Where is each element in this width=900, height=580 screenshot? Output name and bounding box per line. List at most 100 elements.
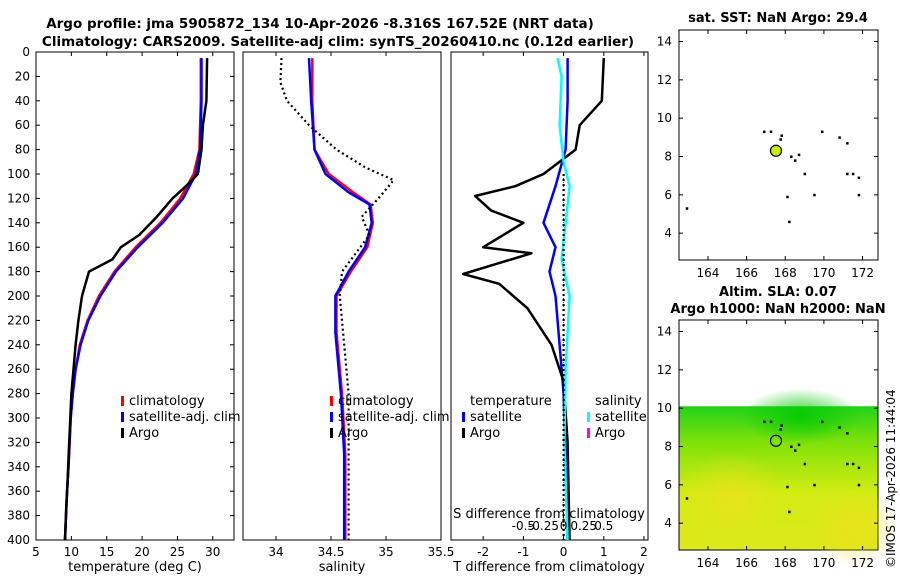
island bbox=[786, 485, 789, 489]
island bbox=[769, 420, 773, 424]
y-tick-label: 20 bbox=[15, 69, 30, 83]
sla-field-low bbox=[676, 451, 787, 542]
difference-axes-box bbox=[450, 51, 649, 541]
x-tick-label: 15 bbox=[99, 545, 114, 559]
legend-swatch-t-satellite bbox=[462, 412, 465, 422]
island bbox=[857, 193, 861, 197]
difference-lines bbox=[461, 57, 606, 541]
legend-label-s-satellite: satellite bbox=[595, 410, 647, 425]
island bbox=[797, 443, 801, 447]
y-tick-label: 120 bbox=[7, 191, 30, 205]
sla-map-x-ticks: 164 166 168 170 172 bbox=[697, 320, 874, 570]
difference-xlabel: T difference from climatology bbox=[452, 560, 645, 575]
temperature-axes-box bbox=[35, 51, 235, 541]
legend-swatch-satellite bbox=[121, 412, 124, 422]
y-tick-label: 40 bbox=[15, 94, 30, 108]
island bbox=[788, 510, 791, 514]
island bbox=[820, 420, 824, 424]
island bbox=[685, 497, 689, 500]
temperature-legend: climatology satellite-adj. clim Argo bbox=[121, 394, 241, 441]
island bbox=[846, 462, 849, 466]
sst-map-panel: sat. SST: NaN Argo: 29.4 164 166 168 170 172… bbox=[657, 11, 879, 280]
legend-swatch-s-argo bbox=[587, 428, 590, 438]
x-tick-label: 34.5 bbox=[318, 545, 345, 559]
temperature-lines bbox=[63, 58, 209, 541]
legend-swatch-climatology bbox=[121, 396, 124, 406]
sla-map-panel: Altim. SLA: 0.07 Argo h1000: NaN h2000: … bbox=[657, 285, 898, 570]
temperature-y-ticks: 0 20 40 60 80 100 120 140 160 180 200 220 240 260 280 3… bbox=[7, 45, 234, 547]
legend-title-temperature: temperature bbox=[470, 394, 552, 409]
x-tick-label: 35.5 bbox=[428, 545, 455, 559]
legend-label-s-argo: Argo bbox=[595, 426, 625, 441]
series-line-t-argo bbox=[461, 58, 606, 541]
sst-map-title: sat. SST: NaN Argo: 29.4 bbox=[688, 11, 868, 26]
legend-label-t-argo: Argo bbox=[470, 426, 500, 441]
y-tick-label: 60 bbox=[15, 118, 30, 132]
sla-map-y-ticks: 4 6 8 10 12 14 bbox=[657, 325, 878, 530]
island bbox=[779, 138, 782, 141]
y-tick-label: 0 bbox=[22, 45, 30, 59]
salinity-panel: 34 34.5 35 35.5 salinity climatology satell… bbox=[242, 51, 454, 575]
island bbox=[790, 155, 793, 158]
salinity-xlabel: salinity bbox=[319, 560, 366, 575]
island bbox=[851, 172, 855, 176]
sla-map-title-1: Altim. SLA: 0.07 bbox=[719, 285, 837, 300]
sst-map-axes-box bbox=[678, 29, 879, 261]
x-tick-label: 2 bbox=[640, 545, 648, 559]
island bbox=[846, 432, 849, 435]
x-tick-label: 164 bbox=[697, 266, 720, 280]
island bbox=[780, 424, 783, 427]
difference-xlabel-top: S difference from climatology bbox=[453, 507, 645, 522]
island bbox=[780, 134, 783, 137]
difference-panel: -2 -1 0 1 2 -0.5-0.25 0 0.250.5 S difference f… bbox=[450, 51, 649, 575]
legend-label-t-satellite: satellite bbox=[470, 410, 522, 425]
y-tick-label: 12 bbox=[657, 73, 672, 87]
imos-watermark: ©IMOS 17-Apr-2026 11:44:04 bbox=[884, 389, 898, 568]
s-tick-label: -0.5 bbox=[512, 519, 535, 533]
sla-field-high bbox=[740, 388, 861, 445]
legend-label-argo: Argo bbox=[129, 426, 159, 441]
island bbox=[838, 136, 841, 139]
x-tick-label: 30 bbox=[205, 545, 220, 559]
x-tick-label: 1 bbox=[600, 545, 608, 559]
island bbox=[857, 176, 861, 180]
s-tick-label: 0.25 bbox=[570, 519, 597, 533]
island bbox=[793, 449, 797, 452]
x-tick-label: 170 bbox=[812, 266, 835, 280]
y-tick-label: 240 bbox=[7, 338, 30, 352]
sst-map-x-ticks: 164 166 168 170 172 bbox=[697, 30, 874, 280]
sla-map-argo-marker bbox=[769, 434, 783, 447]
legend-label-argo: Argo bbox=[338, 426, 368, 441]
island bbox=[685, 207, 689, 210]
x-tick-label: 25 bbox=[170, 545, 185, 559]
y-tick-label: 14 bbox=[657, 35, 672, 49]
y-tick-label: 6 bbox=[664, 188, 672, 202]
island bbox=[813, 193, 816, 197]
y-tick-label: 260 bbox=[7, 362, 30, 376]
island bbox=[763, 420, 766, 424]
y-tick-label: 4 bbox=[664, 516, 672, 530]
x-tick-label: 5 bbox=[32, 545, 40, 559]
island bbox=[846, 172, 849, 176]
x-tick-label: -2 bbox=[477, 545, 489, 559]
island bbox=[803, 172, 807, 176]
y-tick-label: 400 bbox=[7, 533, 30, 547]
salinity-x-ticks: 34 34.5 35 35.5 bbox=[268, 52, 454, 559]
s-tick-label: -0.25 bbox=[528, 519, 559, 533]
x-tick-label: 168 bbox=[774, 556, 797, 570]
island bbox=[788, 220, 791, 224]
y-tick-label: 320 bbox=[7, 435, 30, 449]
legend-label-climatology: climatology bbox=[129, 394, 205, 409]
island bbox=[763, 130, 766, 134]
legend-swatch-t-argo bbox=[462, 428, 465, 438]
sla-field-low bbox=[807, 486, 898, 567]
y-tick-label: 80 bbox=[15, 143, 30, 157]
y-tick-label: 140 bbox=[7, 216, 30, 230]
y-tick-label: 360 bbox=[7, 484, 30, 498]
y-tick-label: 340 bbox=[7, 460, 30, 474]
x-tick-label: 172 bbox=[851, 556, 874, 570]
island bbox=[846, 142, 849, 145]
difference-legend-salinity: salinity satellite Argo bbox=[587, 394, 647, 441]
y-tick-label: 10 bbox=[657, 111, 672, 125]
